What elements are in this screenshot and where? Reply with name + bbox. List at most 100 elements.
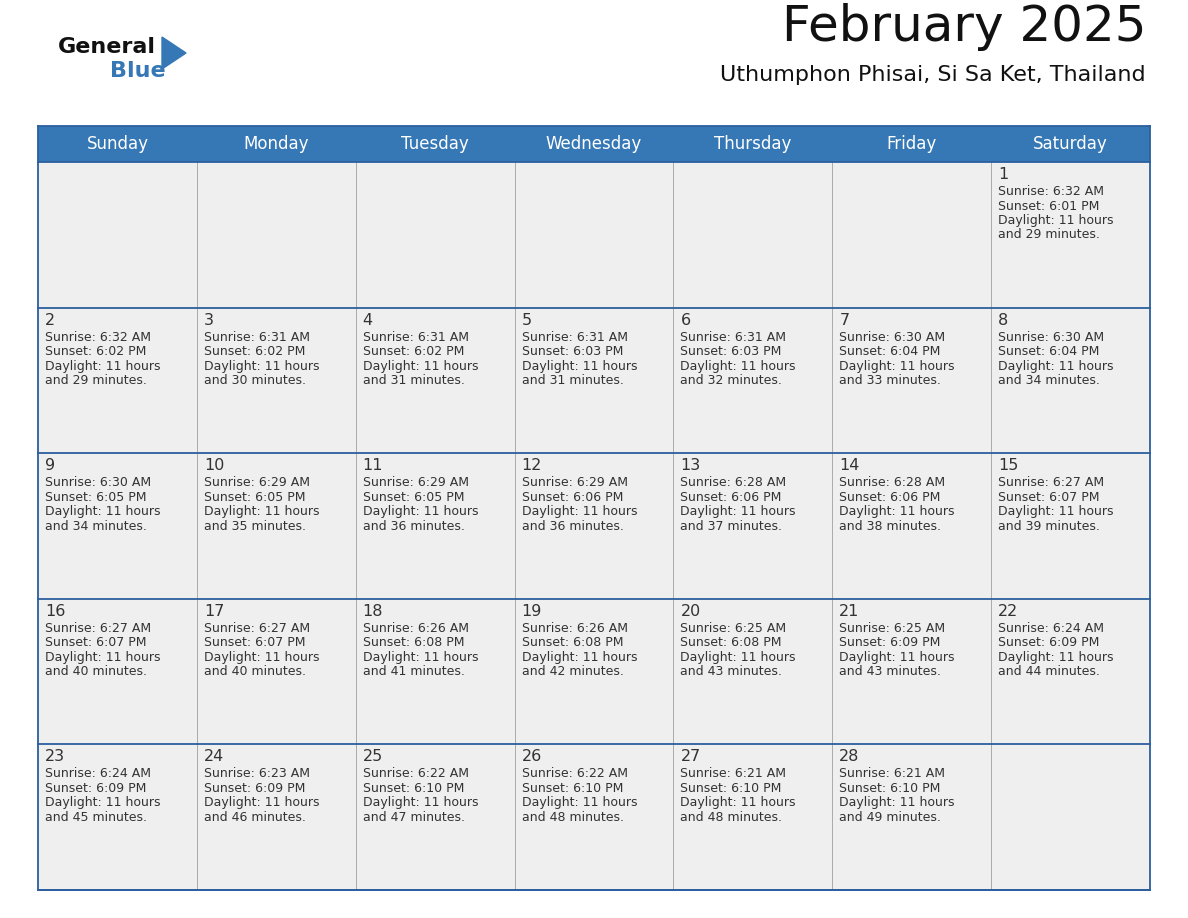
Text: and 43 minutes.: and 43 minutes. — [839, 666, 941, 678]
Text: Daylight: 11 hours: Daylight: 11 hours — [522, 651, 637, 664]
Text: 26: 26 — [522, 749, 542, 765]
Text: Sunrise: 6:22 AM: Sunrise: 6:22 AM — [362, 767, 469, 780]
Text: Daylight: 11 hours: Daylight: 11 hours — [839, 360, 955, 373]
Text: 24: 24 — [204, 749, 225, 765]
Text: and 49 minutes.: and 49 minutes. — [839, 811, 941, 823]
Text: Sunset: 6:01 PM: Sunset: 6:01 PM — [998, 199, 1100, 212]
Text: and 39 minutes.: and 39 minutes. — [998, 520, 1100, 532]
Text: Daylight: 11 hours: Daylight: 11 hours — [522, 797, 637, 810]
Bar — [514, 162, 674, 308]
Text: Daylight: 11 hours: Daylight: 11 hours — [204, 797, 320, 810]
Text: 17: 17 — [204, 604, 225, 619]
Text: 6: 6 — [681, 313, 690, 328]
Text: Sunset: 6:07 PM: Sunset: 6:07 PM — [45, 636, 146, 649]
Text: Sunset: 6:10 PM: Sunset: 6:10 PM — [839, 782, 941, 795]
Text: and 38 minutes.: and 38 minutes. — [839, 520, 941, 532]
Text: Sunset: 6:04 PM: Sunset: 6:04 PM — [839, 345, 941, 358]
Bar — [514, 744, 674, 890]
Bar — [514, 308, 674, 453]
Text: and 36 minutes.: and 36 minutes. — [362, 520, 465, 532]
Text: 27: 27 — [681, 749, 701, 765]
Bar — [38, 162, 197, 308]
Text: 8: 8 — [998, 313, 1009, 328]
Text: Daylight: 11 hours: Daylight: 11 hours — [522, 505, 637, 518]
Bar — [833, 744, 991, 890]
Text: Daylight: 11 hours: Daylight: 11 hours — [204, 505, 320, 518]
Bar — [38, 308, 197, 453]
Text: Sunset: 6:08 PM: Sunset: 6:08 PM — [522, 636, 623, 649]
Text: Sunset: 6:04 PM: Sunset: 6:04 PM — [998, 345, 1100, 358]
Text: Sunset: 6:06 PM: Sunset: 6:06 PM — [522, 491, 623, 504]
Text: 15: 15 — [998, 458, 1018, 473]
Text: 19: 19 — [522, 604, 542, 619]
Bar — [991, 599, 1150, 744]
Text: and 29 minutes.: and 29 minutes. — [998, 229, 1100, 241]
Text: and 30 minutes.: and 30 minutes. — [204, 375, 305, 387]
Text: 14: 14 — [839, 458, 860, 473]
Bar — [514, 453, 674, 599]
Bar — [991, 162, 1150, 308]
Bar — [197, 744, 355, 890]
Text: and 34 minutes.: and 34 minutes. — [45, 520, 147, 532]
Text: Tuesday: Tuesday — [402, 135, 469, 153]
Text: 12: 12 — [522, 458, 542, 473]
Text: and 32 minutes.: and 32 minutes. — [681, 375, 783, 387]
Bar — [38, 599, 197, 744]
Text: Sunset: 6:09 PM: Sunset: 6:09 PM — [204, 782, 305, 795]
Bar — [355, 453, 514, 599]
Text: Sunrise: 6:26 AM: Sunrise: 6:26 AM — [362, 621, 469, 635]
Text: 23: 23 — [45, 749, 65, 765]
Text: Sunrise: 6:21 AM: Sunrise: 6:21 AM — [681, 767, 786, 780]
Text: Daylight: 11 hours: Daylight: 11 hours — [204, 360, 320, 373]
Text: 5: 5 — [522, 313, 532, 328]
Text: Thursday: Thursday — [714, 135, 791, 153]
Text: Sunset: 6:07 PM: Sunset: 6:07 PM — [204, 636, 305, 649]
Bar — [991, 744, 1150, 890]
Text: Saturday: Saturday — [1034, 135, 1108, 153]
Text: Wednesday: Wednesday — [545, 135, 643, 153]
Text: Daylight: 11 hours: Daylight: 11 hours — [998, 360, 1113, 373]
Text: Sunset: 6:02 PM: Sunset: 6:02 PM — [204, 345, 305, 358]
Text: Sunset: 6:08 PM: Sunset: 6:08 PM — [681, 636, 782, 649]
Bar — [833, 453, 991, 599]
Text: Daylight: 11 hours: Daylight: 11 hours — [998, 651, 1113, 664]
Text: Sunrise: 6:25 AM: Sunrise: 6:25 AM — [839, 621, 946, 635]
Text: Daylight: 11 hours: Daylight: 11 hours — [522, 360, 637, 373]
Text: Sunrise: 6:24 AM: Sunrise: 6:24 AM — [998, 621, 1104, 635]
Text: and 40 minutes.: and 40 minutes. — [45, 666, 147, 678]
Text: Sunset: 6:03 PM: Sunset: 6:03 PM — [522, 345, 623, 358]
Text: and 46 minutes.: and 46 minutes. — [204, 811, 305, 823]
Text: Sunset: 6:07 PM: Sunset: 6:07 PM — [998, 491, 1100, 504]
Bar — [674, 308, 833, 453]
Text: and 29 minutes.: and 29 minutes. — [45, 375, 147, 387]
Text: Sunrise: 6:25 AM: Sunrise: 6:25 AM — [681, 621, 786, 635]
Text: Daylight: 11 hours: Daylight: 11 hours — [681, 651, 796, 664]
Text: and 43 minutes.: and 43 minutes. — [681, 666, 783, 678]
Text: Sunset: 6:05 PM: Sunset: 6:05 PM — [204, 491, 305, 504]
Text: Daylight: 11 hours: Daylight: 11 hours — [362, 651, 479, 664]
Text: and 42 minutes.: and 42 minutes. — [522, 666, 624, 678]
Text: 9: 9 — [45, 458, 55, 473]
Text: Sunrise: 6:31 AM: Sunrise: 6:31 AM — [204, 330, 310, 343]
Text: Daylight: 11 hours: Daylight: 11 hours — [839, 797, 955, 810]
Text: Sunset: 6:10 PM: Sunset: 6:10 PM — [522, 782, 623, 795]
Text: 2: 2 — [45, 313, 55, 328]
Text: Sunrise: 6:31 AM: Sunrise: 6:31 AM — [522, 330, 627, 343]
Text: and 48 minutes.: and 48 minutes. — [522, 811, 624, 823]
Text: Sunrise: 6:24 AM: Sunrise: 6:24 AM — [45, 767, 151, 780]
Text: Sunset: 6:05 PM: Sunset: 6:05 PM — [45, 491, 146, 504]
Text: Sunset: 6:06 PM: Sunset: 6:06 PM — [839, 491, 941, 504]
Text: Sunrise: 6:28 AM: Sunrise: 6:28 AM — [839, 476, 946, 489]
Bar — [197, 308, 355, 453]
Text: Sunrise: 6:29 AM: Sunrise: 6:29 AM — [522, 476, 627, 489]
Text: Sunrise: 6:28 AM: Sunrise: 6:28 AM — [681, 476, 786, 489]
Text: Sunrise: 6:23 AM: Sunrise: 6:23 AM — [204, 767, 310, 780]
Text: Sunset: 6:10 PM: Sunset: 6:10 PM — [362, 782, 465, 795]
Bar — [674, 599, 833, 744]
Text: Daylight: 11 hours: Daylight: 11 hours — [839, 651, 955, 664]
Bar — [355, 162, 514, 308]
Text: Daylight: 11 hours: Daylight: 11 hours — [45, 505, 160, 518]
Text: Sunrise: 6:27 AM: Sunrise: 6:27 AM — [45, 621, 151, 635]
Text: 1: 1 — [998, 167, 1009, 182]
Text: and 47 minutes.: and 47 minutes. — [362, 811, 465, 823]
